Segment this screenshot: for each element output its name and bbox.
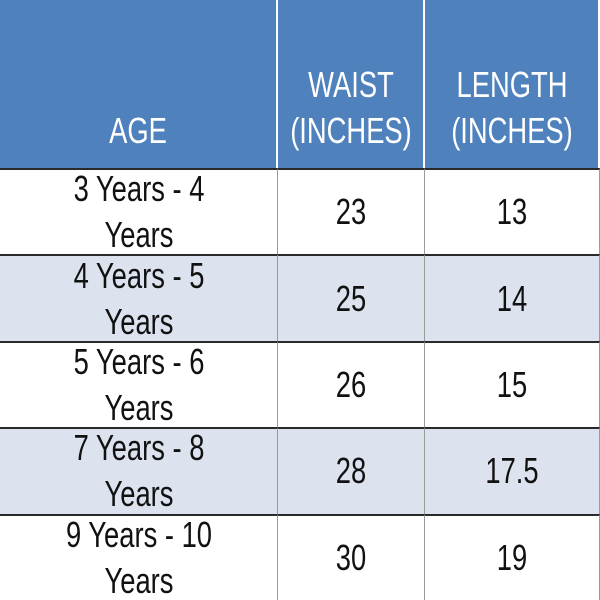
header-text-cell: WAIST (INCHES) bbox=[278, 0, 425, 168]
row-text-cell: 13 bbox=[425, 168, 600, 255]
row-text: 17.5 bbox=[485, 450, 539, 492]
header-text: LENGTH (INCHES) bbox=[450, 64, 573, 151]
header-text-cell: LENGTH (INCHES) bbox=[425, 0, 600, 168]
row-text: 13 bbox=[496, 191, 528, 233]
row-text-cell: 19 bbox=[425, 513, 600, 600]
row-text-cell: 17.5 bbox=[425, 427, 600, 514]
header-text: WAIST (INCHES) bbox=[289, 64, 412, 151]
row-text-cell: 4 Years - 5 Years bbox=[0, 254, 278, 341]
row-text-cell: 26 bbox=[278, 340, 425, 428]
row-text: 7 Years - 8 Years bbox=[73, 427, 204, 514]
row-text-cell: 28 bbox=[278, 427, 425, 514]
row-text: 3 Years - 4 Years bbox=[73, 168, 204, 255]
row-text: 23 bbox=[335, 191, 367, 233]
row-text-cell: 5 Years - 6 Years bbox=[0, 340, 278, 428]
row-text-cell: 25 bbox=[278, 254, 425, 341]
row-text-cell: 30 bbox=[278, 513, 425, 600]
row-text-cell: 3 Years - 4 Years bbox=[0, 168, 278, 255]
row-text: 28 bbox=[335, 450, 367, 492]
row-text: 30 bbox=[335, 536, 367, 578]
row-text-cell: 9 Years - 10 Years bbox=[0, 513, 278, 600]
header-text-cell: AGE bbox=[0, 0, 278, 168]
row-text: 25 bbox=[335, 277, 367, 319]
row-text: 26 bbox=[335, 363, 367, 405]
row-text-cell: 14 bbox=[425, 254, 600, 341]
row-text-cell: 7 Years - 8 Years bbox=[0, 427, 278, 514]
row-text: 15 bbox=[496, 363, 528, 405]
row-text: 9 Years - 10 Years bbox=[65, 513, 212, 600]
row-text: 19 bbox=[496, 536, 528, 578]
header-text: AGE bbox=[109, 110, 167, 151]
row-text: 14 bbox=[496, 277, 528, 319]
row-text-cell: 15 bbox=[425, 340, 600, 428]
row-text: 4 Years - 5 Years bbox=[73, 254, 204, 341]
row-text-cell: 23 bbox=[278, 168, 425, 255]
row-text: 5 Years - 6 Years bbox=[73, 341, 204, 428]
